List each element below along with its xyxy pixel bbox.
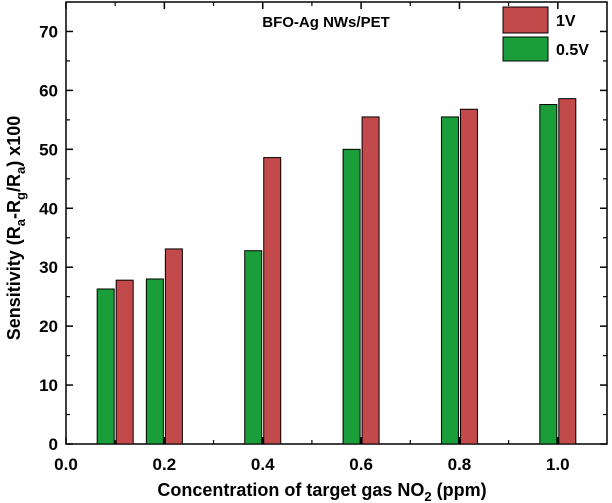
- bar-1V-0.1: [115, 279, 134, 445]
- bar-0.5V-0.4: [244, 250, 263, 445]
- x-tick-label-0.2: 0.2: [153, 455, 177, 474]
- bar-1V-0.4: [263, 157, 282, 445]
- x-tick-label-0.4: 0.4: [251, 455, 275, 474]
- bar-0.5V-0.1: [96, 288, 115, 445]
- y-tick-label-50: 50: [39, 140, 58, 159]
- y-tick-label-70: 70: [39, 22, 58, 41]
- legend-swatch-1v: [502, 6, 549, 34]
- legend-label-0.5v: 0.5V: [556, 42, 589, 59]
- bar-0.5V-1: [539, 104, 558, 445]
- x-tick-label-0.8: 0.8: [448, 455, 472, 474]
- y-tick-label-10: 10: [39, 376, 58, 395]
- bar-1V-0.8: [459, 108, 478, 445]
- x-tick-label-0.6: 0.6: [349, 455, 373, 474]
- bar-1V-0.2: [164, 248, 183, 445]
- bar-1V-0.6: [361, 116, 380, 445]
- bar-0.5V-0.6: [342, 148, 361, 445]
- legend-label-1v: 1V: [556, 13, 576, 30]
- y-tick-label-20: 20: [39, 317, 58, 336]
- bars-layer: [96, 98, 577, 445]
- chart-title: BFO-Ag NWs/PET: [262, 14, 390, 31]
- legend: 1V 0.5V: [502, 6, 589, 62]
- y-tick-label-60: 60: [39, 81, 58, 100]
- y-axis-title: Sensitivity (Ra-Rg/Ra) x100: [4, 116, 28, 341]
- x-tick-label-1.0: 1.0: [546, 455, 570, 474]
- bar-1V-1: [558, 98, 577, 445]
- plot-frame: [65, 1, 608, 445]
- y-tick-label-30: 30: [39, 258, 58, 277]
- y-tick-label-0: 0: [49, 435, 58, 454]
- y-tick-label-40: 40: [39, 199, 58, 218]
- legend-swatch-0.5v: [502, 36, 549, 62]
- bar-0.5V-0.2: [145, 278, 164, 445]
- x-tick-label-0.0: 0.0: [54, 455, 78, 474]
- bar-0.5V-0.8: [440, 116, 459, 445]
- x-axis-title: Concentration of target gas NO2 (ppm): [157, 480, 486, 503]
- ticks-layer: 0.0 0.2 0.4 0.6 0.8 1.0 0 10 20 30 40 50 60 70: [39, 2, 607, 474]
